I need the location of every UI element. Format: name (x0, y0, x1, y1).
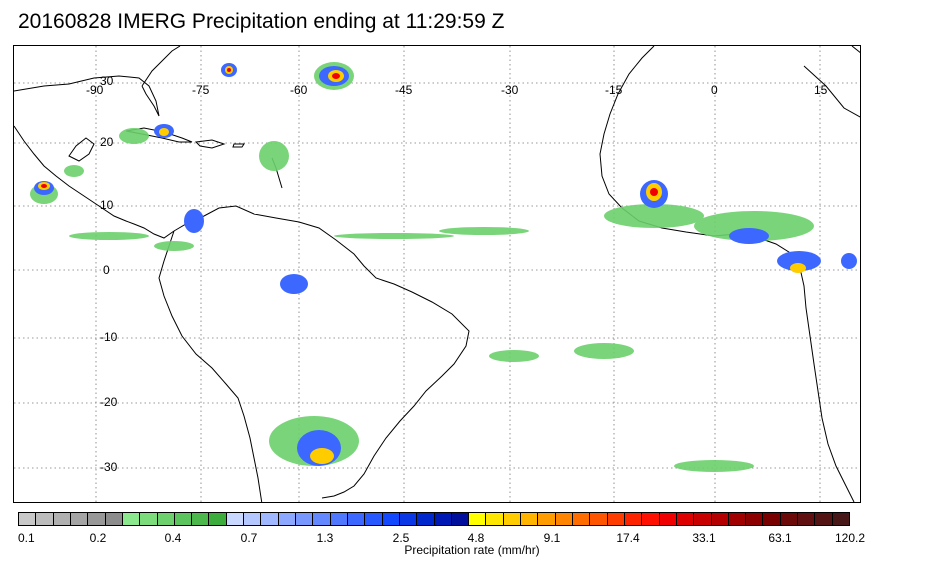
colorbar-swatch (192, 513, 210, 525)
colorbar-swatch (226, 513, 245, 525)
colorbar-tick: 1.3 (316, 531, 334, 545)
lat-label: -10 (100, 330, 118, 344)
colorbar-swatch (278, 513, 296, 525)
lon-label: -45 (395, 83, 413, 97)
colorbar-swatch (590, 513, 608, 525)
colorbar-swatch (244, 513, 262, 525)
colorbar-tick: 33.1 (692, 531, 716, 545)
colorbar-tick: 4.8 (467, 531, 485, 545)
colorbar-swatch (347, 513, 366, 525)
colorbar-tick: 2.5 (392, 531, 410, 545)
colorbar-tick: 0.1 (18, 531, 35, 545)
lat-label: -20 (100, 395, 118, 409)
colorbar-swatch (53, 513, 71, 525)
colorbar-tick: 17.4 (616, 531, 640, 545)
colorbar-swatch (399, 513, 418, 525)
colorbar-swatch (451, 513, 470, 525)
colorbar-swatch (36, 513, 54, 525)
lat-label: 30 (100, 74, 114, 88)
colorbar-swatch (676, 513, 695, 525)
colorbar-title: Precipitation rate (mm/hr) (404, 543, 540, 557)
colorbar-swatch (469, 513, 487, 525)
colorbar (18, 512, 850, 526)
colorbar-swatch (174, 513, 193, 525)
lon-label: -30 (501, 83, 519, 97)
colorbar-swatch (573, 513, 591, 525)
colorbar-swatch (694, 513, 712, 525)
colorbar-swatch (88, 513, 106, 525)
colorbar-swatch (815, 513, 833, 525)
lat-label: 20 (100, 135, 114, 149)
colorbar-swatch (538, 513, 556, 525)
colorbar-swatch (798, 513, 816, 525)
colorbar-swatch (711, 513, 729, 525)
lon-label: -15 (605, 83, 623, 97)
precipitation-map: -90 -75 -60 -45 -30 -15 0 15 30 20 10 0 … (13, 45, 861, 503)
lon-label: 0 (711, 83, 718, 97)
colorbar-swatch (122, 513, 141, 525)
colorbar-swatch (763, 513, 781, 525)
colorbar-swatch (382, 513, 400, 525)
lon-label: -60 (290, 83, 308, 97)
colorbar-tick: 0.4 (164, 531, 182, 545)
map-title: 20160828 IMERG Precipitation ending at 1… (18, 10, 505, 33)
colorbar-swatch (417, 513, 435, 525)
precip-overlay (30, 62, 857, 472)
graticule (14, 46, 860, 502)
colorbar-swatch (70, 513, 89, 525)
lon-label: 15 (814, 83, 828, 97)
colorbar-swatch (365, 513, 383, 525)
colorbar-swatch (105, 513, 123, 525)
colorbar-tick: 9.1 (543, 531, 561, 545)
colorbar-swatch (313, 513, 331, 525)
colorbar-swatch (746, 513, 764, 525)
coastlines (14, 46, 860, 502)
colorbar-swatch (624, 513, 643, 525)
map-canvas (14, 46, 860, 502)
colorbar-swatch (486, 513, 504, 525)
colorbar-swatch (330, 513, 348, 525)
colorbar-tick: 120.2 (834, 531, 866, 545)
colorbar-swatch (261, 513, 279, 525)
colorbar-swatch (642, 513, 660, 525)
colorbar-swatch (140, 513, 158, 525)
colorbar-swatch (434, 513, 452, 525)
colorbar-tick: 0.2 (89, 531, 107, 545)
lat-label: 10 (100, 198, 114, 212)
colorbar-tick: 63.1 (768, 531, 792, 545)
colorbar-swatch (607, 513, 625, 525)
colorbar-swatch (728, 513, 747, 525)
colorbar-swatch (555, 513, 573, 525)
colorbar-swatch (832, 513, 849, 525)
colorbar-swatch (157, 513, 175, 525)
lat-label: 0 (103, 263, 110, 277)
colorbar-swatch (659, 513, 677, 525)
lat-label: -30 (100, 460, 118, 474)
colorbar-swatch (780, 513, 799, 525)
colorbar-tick: 0.7 (240, 531, 258, 545)
colorbar-swatch (209, 513, 227, 525)
colorbar-swatch (19, 513, 37, 525)
colorbar-swatch (503, 513, 522, 525)
lon-label: -90 (86, 83, 104, 97)
colorbar-swatch (296, 513, 314, 525)
colorbar-swatch (521, 513, 539, 525)
lon-label: -75 (192, 83, 210, 97)
